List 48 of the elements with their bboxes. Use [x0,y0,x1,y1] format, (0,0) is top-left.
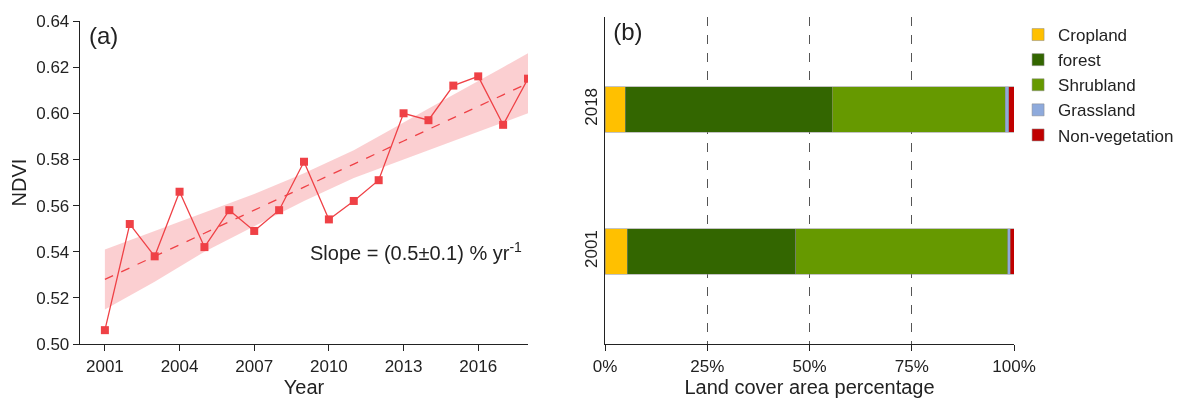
point [324,215,333,224]
point [300,157,308,166]
y-tick-label: 0.54 [36,242,70,262]
point [449,81,458,90]
point [100,326,109,335]
x-tick-label: 2004 [160,356,199,376]
legend-label: forest [1058,51,1101,71]
point [250,226,259,235]
y-tick-label: 0.60 [36,104,70,124]
point [125,220,134,229]
y-tick-label: 0.50 [36,334,70,354]
y-tick-label: 0.58 [36,150,70,170]
bar [1008,86,1014,133]
y-tick-label: 0.62 [36,58,70,78]
point [374,176,383,185]
annotation: Slope = (0.5±0.1) % yr$^{-1}$ [310,239,523,265]
legend-label: Shrubland [1058,76,1136,96]
x-tick-label: 2013 [384,356,423,376]
y-axis-title: NDVI [7,158,30,207]
x-tick-label: 75% [894,356,929,376]
point [474,72,483,81]
x-tick-label: 2007 [235,356,274,376]
point [424,116,433,125]
x-tick-label: 25% [690,356,725,376]
chart-title: (a) [88,22,119,50]
point [499,120,508,129]
point [349,196,358,205]
y-tick-label: 0.56 [36,196,70,216]
x-tick-label: 50% [792,356,827,376]
x-tick-label: 2001 [85,356,124,376]
y-tick-label: 0.64 [36,11,70,31]
chart-title: (b) [613,18,643,46]
y-tick-label: 0.52 [36,288,70,308]
point [225,206,234,215]
point [175,187,184,196]
point [200,243,209,252]
x-axis-title: Year [283,375,325,398]
x-axis-title: Land cover area percentage [684,375,935,398]
x-tick-label: 0% [592,356,618,376]
y-tick-label: 2018 [581,87,601,126]
legend-label: Cropland [1058,26,1128,46]
x-tick-label: 100% [992,356,1036,376]
x-tick-label: 2016 [459,356,498,376]
legend-label: Non-vegetation [1058,126,1174,146]
x-tick-label: 2010 [309,356,348,376]
point [399,109,408,118]
legend-label: Grassland [1058,101,1136,121]
point [275,206,284,215]
